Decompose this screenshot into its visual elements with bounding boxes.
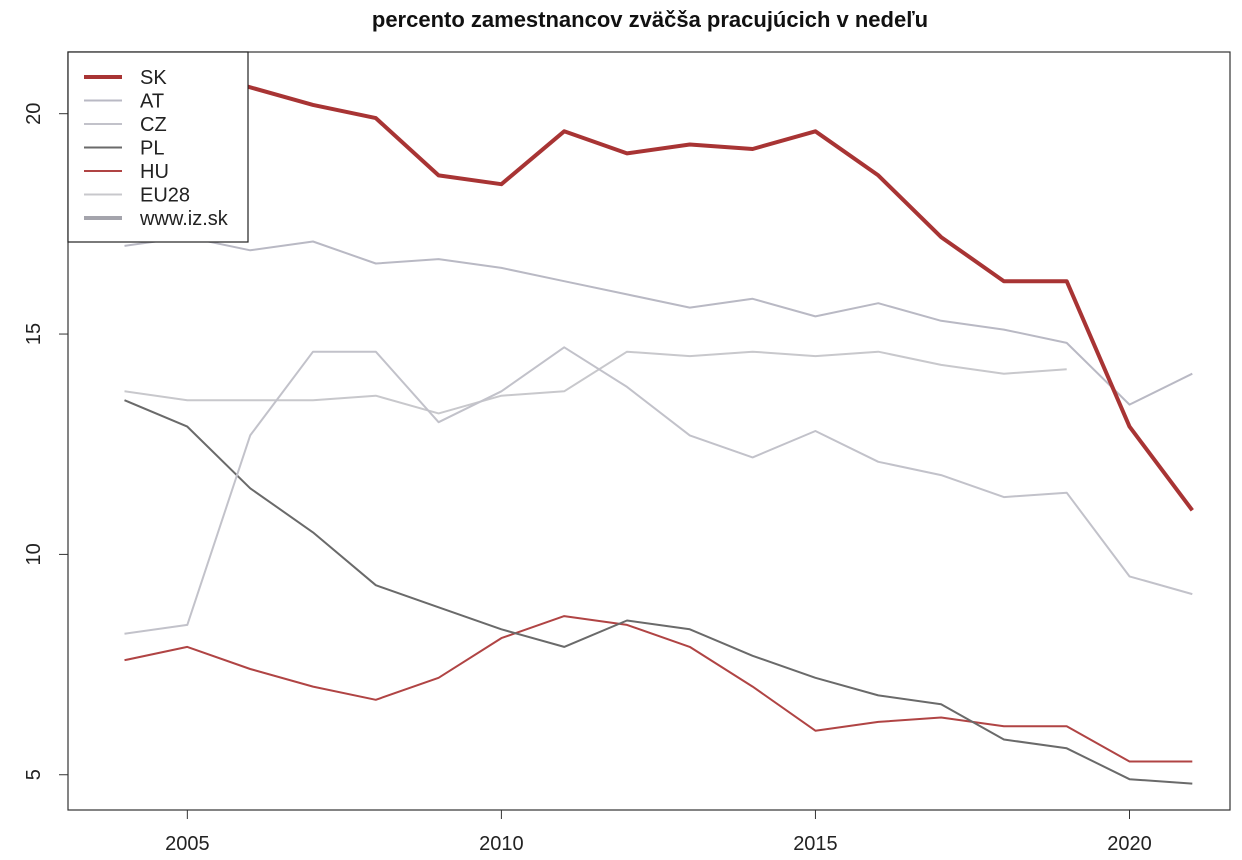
y-tick-label: 10	[23, 543, 45, 565]
series-line-pl	[124, 399, 1193, 785]
x-tick-label: 2010	[479, 833, 524, 855]
series-line-cz	[124, 346, 1193, 635]
x-tick-label: 2005	[165, 833, 210, 855]
legend-label: PL	[140, 138, 164, 160]
series-line-sk	[123, 67, 1194, 512]
legend-label: AT	[140, 91, 164, 113]
series-line-eu28	[124, 350, 1067, 415]
series-line-hu	[124, 615, 1193, 763]
legend-label: CZ	[140, 114, 167, 136]
legend-label: EU28	[140, 185, 190, 207]
plot-frame	[67, 51, 1231, 811]
chart-title: percento zamestnancov zväčša pracujúcich…	[372, 7, 928, 32]
y-tick-label: 20	[23, 103, 45, 125]
legend-label: HU	[140, 161, 169, 183]
y-tick-label: 15	[23, 323, 45, 345]
series-line-at	[124, 236, 1193, 406]
y-tick-label: 5	[23, 769, 45, 780]
x-tick-label: 2020	[1107, 833, 1152, 855]
legend-label: SK	[140, 67, 167, 89]
legend-label: www.iz.sk	[139, 208, 229, 230]
x-tick-label: 2015	[793, 833, 838, 855]
